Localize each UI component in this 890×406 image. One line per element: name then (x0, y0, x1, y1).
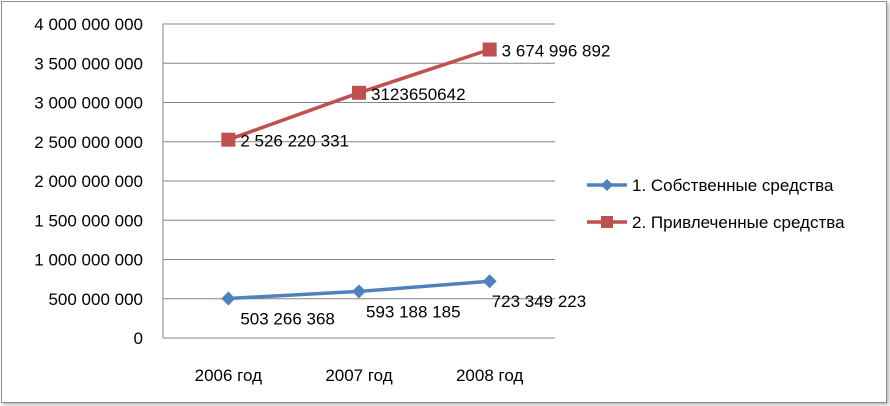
diamond-marker (482, 274, 497, 289)
data-label: 3 674 996 892 (502, 42, 611, 61)
y-tick-label: 3 000 000 000 (34, 94, 143, 113)
square-marker (221, 132, 236, 147)
y-tick-label: 1 000 000 000 (34, 251, 143, 270)
y-tick-label: 2 500 000 000 (34, 133, 143, 152)
y-tick-label: 0 (134, 329, 143, 348)
y-tick-label: 500 000 000 (48, 290, 143, 309)
data-label: 3123650642 (371, 85, 466, 104)
y-tick-label: 1 500 000 000 (34, 211, 143, 230)
square-marker (482, 42, 497, 57)
legend-diamond-icon (601, 179, 613, 191)
diamond-marker (352, 284, 366, 299)
data-label: 723 349 223 (492, 292, 587, 311)
y-tick-label: 3 500 000 000 (34, 54, 143, 73)
y-tick-label: 4 000 000 000 (34, 15, 143, 34)
diamond-marker (221, 291, 236, 306)
legend-square-icon (601, 216, 613, 228)
x-tick-label: 2007 год (325, 366, 392, 385)
legend-label: 2. Привлеченные средства (632, 213, 845, 232)
y-tick-label: 2 000 000 000 (34, 172, 143, 191)
data-label: 503 266 368 (240, 309, 335, 328)
data-label: 2 526 220 331 (240, 132, 349, 151)
x-tick-label: 2008 год (456, 366, 523, 385)
legend-label: 1. Собственные средства (632, 176, 834, 195)
x-tick-label: 2006 год (195, 366, 262, 385)
data-label: 593 188 185 (366, 302, 461, 321)
square-marker (352, 85, 366, 100)
